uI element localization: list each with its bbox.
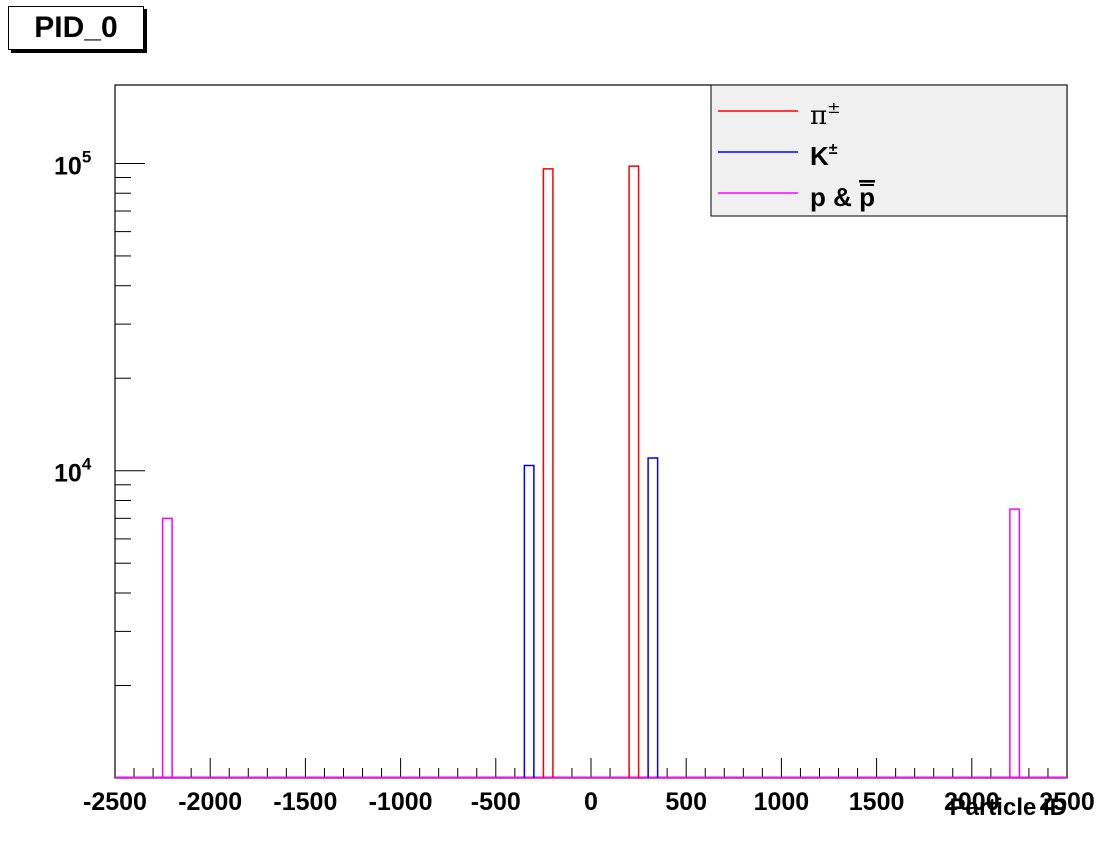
x-tick-label: -1500 — [273, 788, 337, 816]
y-tick-label: 105 — [54, 147, 91, 180]
axis-ticks — [114, 162, 1068, 778]
x-tick-labels: -2500 -2000 -1500 -1000 -500 0 500 1000 1500 2000… — [83, 788, 1095, 816]
x-tick-label: -1000 — [369, 788, 433, 816]
x-tick-label: 0 — [584, 788, 598, 816]
histogram-bar — [542, 168, 554, 778]
legend: π± K± p & p — [710, 84, 1068, 217]
histogram-bars — [161, 165, 1021, 778]
x-tick-label: 2500 — [1039, 788, 1095, 816]
legend-label: π± — [810, 98, 841, 131]
chart-title-box: PID_0 — [8, 6, 144, 50]
histogram-bar — [628, 165, 640, 778]
x-tick-label: -2000 — [178, 788, 242, 816]
x-tick-label: 500 — [665, 788, 707, 816]
y-tick-label: 104 — [54, 455, 92, 488]
x-tick-label: 1500 — [849, 788, 905, 816]
x-tick-label: 1000 — [754, 788, 810, 816]
histogram-bar — [1009, 508, 1021, 778]
histogram-bar — [647, 457, 659, 778]
y-tick-labels: 105 104 — [54, 147, 92, 487]
histogram-bar — [523, 464, 535, 778]
legend-label: p & p — [810, 182, 875, 212]
histogram-bar — [161, 517, 173, 778]
x-axis-title: Particle ID — [950, 794, 1067, 821]
chart-title: PID_0 — [34, 11, 118, 44]
x-tick-label: 2000 — [944, 788, 1000, 816]
x-tick-label: -500 — [471, 788, 521, 816]
x-tick-label: -2500 — [83, 788, 147, 816]
legend-label: K± — [810, 141, 838, 171]
legend-box — [710, 84, 1068, 217]
